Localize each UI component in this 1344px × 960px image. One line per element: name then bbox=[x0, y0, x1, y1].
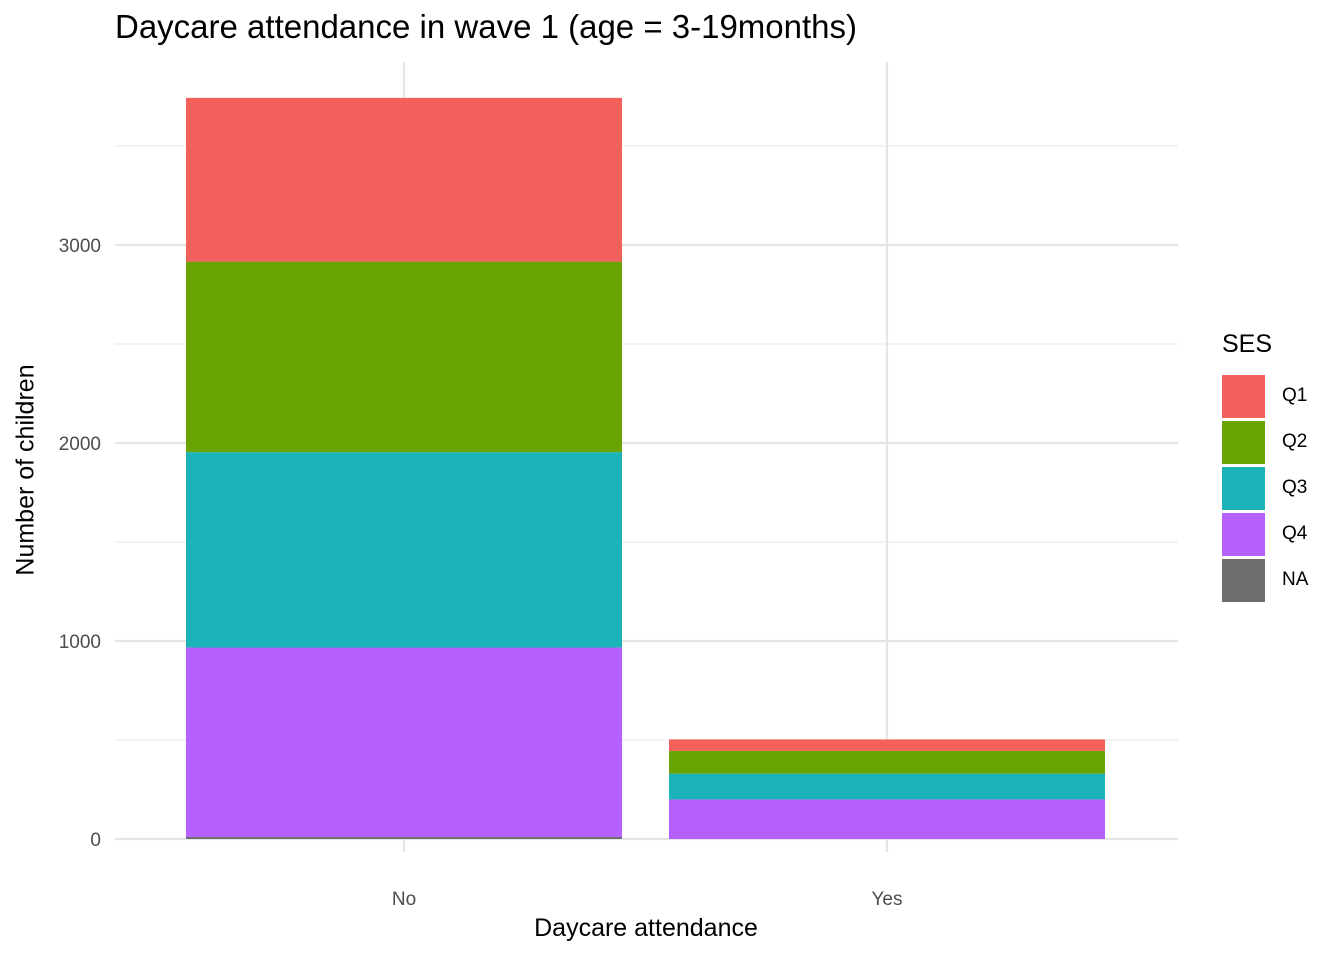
bars-layer bbox=[186, 97, 1105, 839]
y-tick-label: 2000 bbox=[59, 434, 101, 455]
bar-segment bbox=[186, 452, 622, 648]
bar-segment bbox=[669, 799, 1105, 839]
y-axis-label: Number of children bbox=[11, 364, 40, 576]
legend-key bbox=[1222, 558, 1265, 602]
legend-item: Q1 bbox=[1222, 373, 1308, 419]
legend-item: NA bbox=[1222, 557, 1308, 603]
legend-key bbox=[1222, 420, 1265, 464]
legend-key bbox=[1222, 512, 1265, 556]
legend-key bbox=[1222, 466, 1265, 510]
bar-segment bbox=[669, 739, 1105, 751]
chart-title: Daycare attendance in wave 1 (age = 3-19… bbox=[115, 8, 858, 45]
x-tick-label: Yes bbox=[872, 889, 903, 910]
y-tick-label: 3000 bbox=[59, 236, 101, 257]
x-tick-label: No bbox=[392, 889, 416, 910]
bar-segment bbox=[186, 837, 622, 839]
bar-segment bbox=[186, 647, 622, 838]
legend-label: Q1 bbox=[1282, 385, 1308, 406]
y-tick-label: 1000 bbox=[59, 632, 101, 653]
legend: SES Q1 Q2 Q3 Q4 NA bbox=[1222, 330, 1308, 603]
legend-item: Q4 bbox=[1222, 511, 1308, 557]
legend-label: Q2 bbox=[1282, 431, 1308, 452]
legend-label: NA bbox=[1282, 569, 1309, 590]
bar-segment bbox=[186, 261, 622, 453]
bar-segment bbox=[669, 773, 1105, 800]
legend-label: Q3 bbox=[1282, 477, 1308, 498]
bar-segment bbox=[186, 97, 622, 262]
ticks-layer: 0 1000 2000 3000 No Yes bbox=[59, 236, 903, 910]
legend-key bbox=[1222, 374, 1265, 418]
legend-item: Q3 bbox=[1222, 465, 1308, 511]
legend-items: Q1 Q2 Q3 Q4 NA bbox=[1222, 373, 1308, 603]
bar-segment bbox=[669, 750, 1105, 774]
legend-item: Q2 bbox=[1222, 419, 1308, 465]
x-axis-label: Daycare attendance bbox=[534, 914, 758, 942]
y-tick-label: 0 bbox=[90, 830, 101, 851]
legend-title: SES bbox=[1222, 330, 1273, 358]
legend-label: Q4 bbox=[1282, 523, 1308, 544]
